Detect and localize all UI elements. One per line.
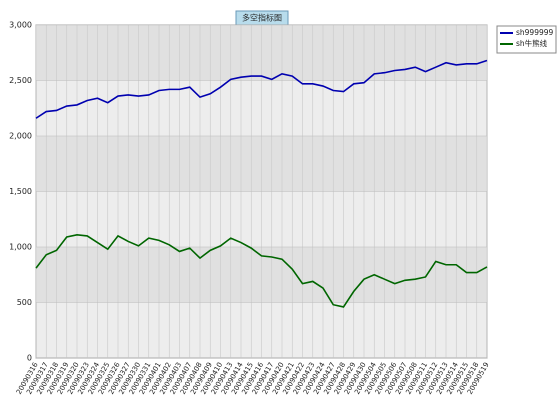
legend-label: sh牛熊线 [516,38,548,48]
legend-label: sh999999 [516,28,554,37]
chart-title: 多空指标图 [242,13,282,23]
y-tick-label: 2,500 [9,76,32,85]
y-tick-label: 3,000 [9,21,32,30]
legend-box [496,25,557,54]
y-tick-label: 500 [17,298,32,307]
y-tick-label: 2,000 [9,132,32,141]
y-tick-label: 1,500 [9,187,32,196]
series-line [35,233,488,308]
series-line [35,59,488,119]
y-tick-label: 1,000 [9,243,32,252]
y-tick-label: 0 [27,354,32,363]
